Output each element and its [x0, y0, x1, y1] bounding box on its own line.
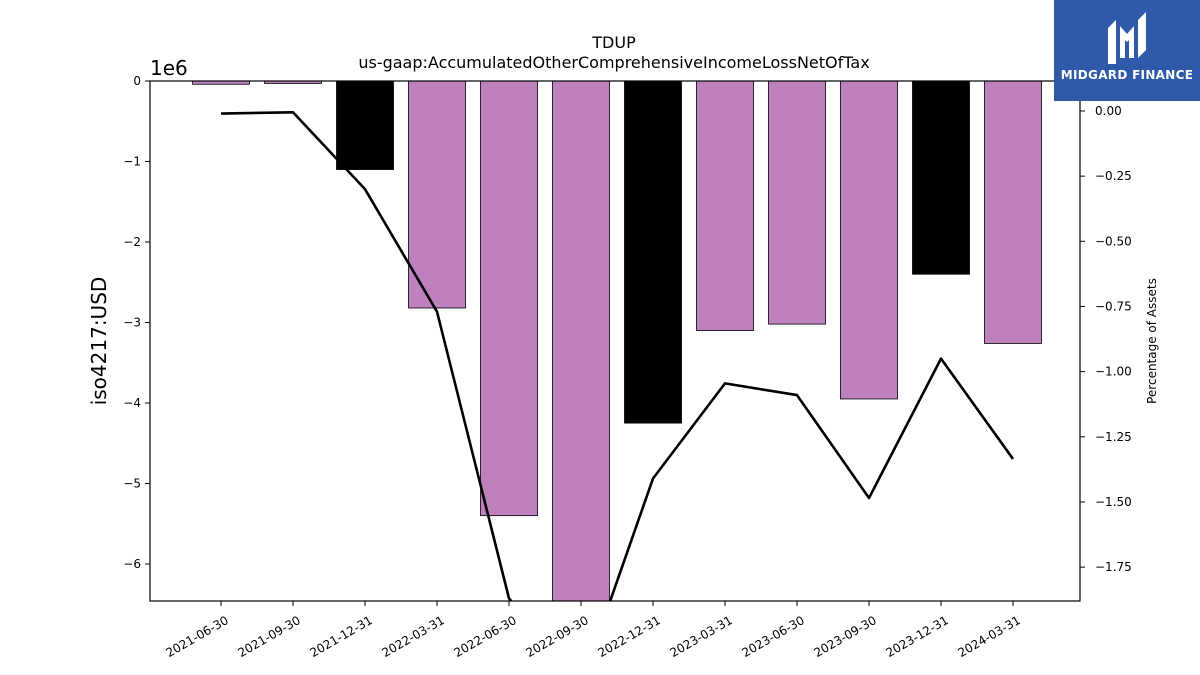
y-tick-label: −1	[123, 154, 141, 168]
x-tick-label: 2022-03-31	[379, 613, 446, 660]
x-tick-label: 2022-12-31	[595, 613, 662, 660]
y-tick-label: −4	[123, 396, 141, 410]
x-tick-label: 2023-12-31	[883, 613, 950, 660]
y2-tick-label: −0.75	[1095, 299, 1132, 313]
x-tick-label: 2023-03-31	[667, 613, 734, 660]
y-tick-label: −2	[123, 235, 141, 249]
y-tick-label: −6	[123, 557, 141, 571]
y-axis-offset-label: 1e6	[150, 56, 188, 80]
bar-2024-03-31	[984, 81, 1042, 344]
bar-2023-09-30	[840, 81, 898, 400]
chart-title: TDUP	[591, 33, 636, 52]
y2-axis-label: Percentage of Assets	[1145, 278, 1159, 404]
x-tick-label: 2021-06-30	[163, 613, 230, 660]
bar-2022-03-31	[408, 81, 466, 309]
plot-frame	[149, 80, 1081, 602]
x-tick-label: 2024-03-31	[955, 613, 1022, 660]
y-axis-label: iso4217:USD	[87, 277, 111, 406]
y-tick-label: −5	[123, 476, 141, 490]
x-tick-label: 2022-06-30	[451, 613, 518, 660]
chart-subtitle: us-gaap:AccumulatedOtherComprehensiveInc…	[358, 53, 869, 72]
bar-2021-09-30	[264, 81, 322, 84]
midgard-logo-icon	[1108, 12, 1146, 64]
y-tick-label: 0	[133, 74, 141, 88]
bar-2023-06-30	[768, 81, 826, 325]
x-tick-label: 2023-09-30	[811, 613, 878, 660]
y2-tick-label: −1.25	[1095, 430, 1132, 444]
bar-2023-12-31	[912, 81, 970, 275]
bar-2021-06-30	[192, 81, 250, 85]
x-tick-label: 2021-09-30	[235, 613, 302, 660]
brand-logo: MIDGARD FINANCE	[1054, 0, 1200, 101]
brand-logo-text: MIDGARD FINANCE	[1060, 68, 1194, 82]
y2-tick-label: −1.00	[1095, 365, 1132, 379]
y2-tick-label: −0.50	[1095, 234, 1132, 248]
bar-2022-09-30	[552, 81, 610, 601]
y2-tick-label: −1.75	[1095, 560, 1132, 574]
y-tick-label: −3	[123, 315, 141, 329]
y2-tick-label: 0.00	[1095, 104, 1122, 118]
x-tick-label: 2022-09-30	[523, 613, 590, 660]
bar-2021-12-31	[336, 81, 394, 170]
y2-tick-label: −0.25	[1095, 169, 1132, 183]
bar-2023-03-31	[696, 81, 754, 331]
x-tick-label: 2023-06-30	[739, 613, 806, 660]
x-tick-label: 2021-12-31	[307, 613, 374, 660]
bar-2022-12-31	[624, 81, 682, 424]
percentage-line	[220, 110, 1015, 601]
y2-tick-label: −1.50	[1095, 495, 1132, 509]
bar-2022-06-30	[480, 81, 538, 517]
